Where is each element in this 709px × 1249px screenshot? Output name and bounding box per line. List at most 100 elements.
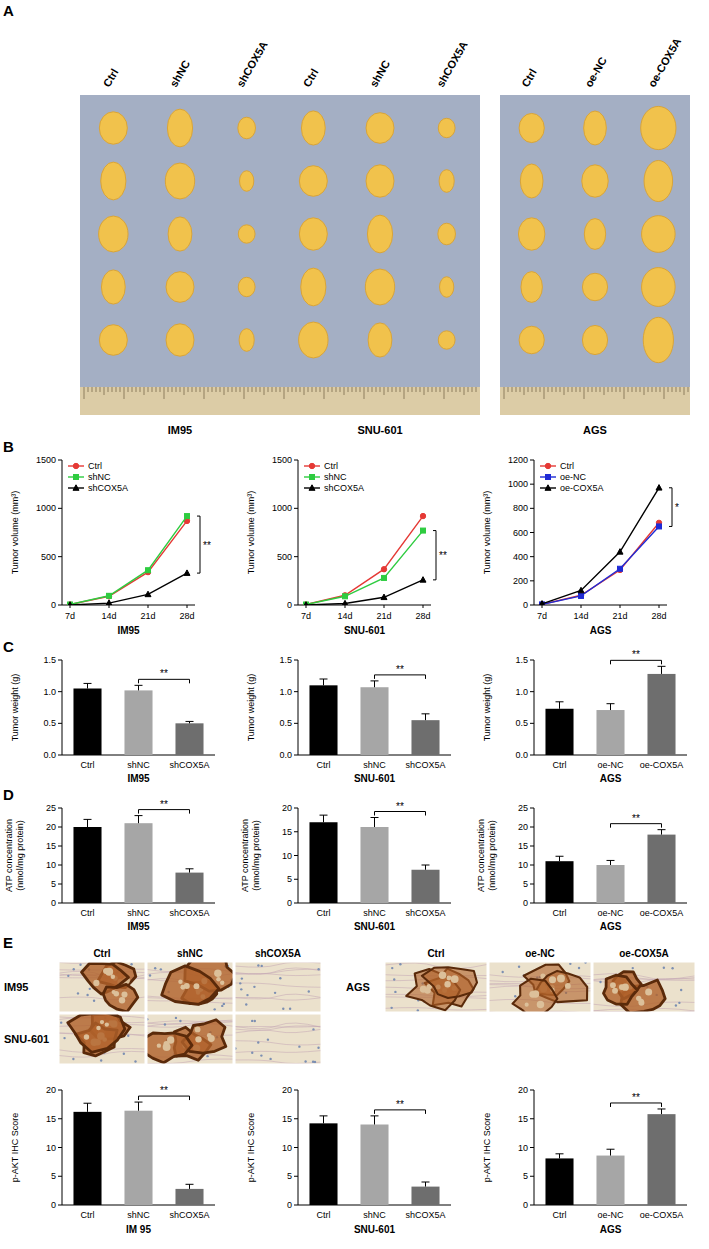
- y-tick: [294, 1090, 298, 1091]
- y-tick-label: 10: [46, 1143, 56, 1153]
- error-bar: [186, 721, 194, 723]
- ihc-border: [147, 1014, 233, 1064]
- x-axis-title: AGS: [590, 625, 612, 636]
- ruler-tick: [556, 387, 557, 392]
- x-tick: [659, 605, 660, 608]
- stain: [422, 967, 477, 998]
- y-axis: [298, 660, 299, 755]
- column-header: shNC: [167, 58, 192, 89]
- plot-area: [73, 683, 203, 755]
- column-header: oe-COX5A: [646, 36, 684, 89]
- x-tick-label: 28d: [651, 611, 666, 621]
- ruler-tick: [296, 387, 297, 392]
- y-tick: [530, 846, 534, 847]
- ruler-tick: [588, 387, 589, 392]
- y-tick-label: 1500: [36, 455, 56, 465]
- ruler-tick: [168, 387, 169, 392]
- x-tick-label: Ctrl: [553, 1210, 567, 1220]
- error-bar: [422, 714, 430, 720]
- ruler-tick: [156, 387, 157, 392]
- y-tick-label: 0.0: [279, 750, 292, 760]
- x-tick-label: shNC: [127, 760, 150, 770]
- ruler-tick: [276, 387, 277, 392]
- legend-label: oe-COX5A: [560, 483, 604, 493]
- significance: **: [439, 550, 447, 561]
- x-axis-title: SNU-601: [354, 921, 396, 932]
- nucleus: [312, 1028, 314, 1030]
- ruler-tick: [180, 387, 181, 392]
- nucleus: [267, 1038, 269, 1040]
- significance: **: [632, 813, 640, 824]
- ruler-tick: [584, 387, 585, 399]
- ruler-tick: [124, 387, 125, 399]
- stroma: [235, 1060, 321, 1064]
- ruler-tick: [636, 387, 637, 392]
- cell: [96, 1026, 100, 1030]
- point: [146, 568, 151, 573]
- tumor: [643, 317, 673, 362]
- x-tick-label: Ctrl: [317, 1210, 331, 1220]
- cell: [194, 983, 200, 989]
- ruler-tick: [212, 387, 213, 392]
- tumor: [299, 322, 328, 358]
- ruler-tick: [576, 387, 577, 392]
- x-tick-label: 7d: [65, 611, 75, 621]
- nucleus: [390, 1007, 392, 1009]
- error-bar: [607, 1149, 615, 1155]
- ruler-tick: [404, 387, 405, 399]
- y-tick-label: 20: [46, 1085, 56, 1095]
- tumor: [166, 272, 194, 303]
- ruler-tick: [256, 387, 257, 392]
- y-tick-label: 25: [518, 803, 528, 813]
- tumor: [438, 331, 455, 349]
- ruler-tick: [684, 387, 685, 395]
- line: [70, 516, 187, 604]
- ruler-tick: [416, 387, 417, 392]
- ruler-tick: [580, 387, 581, 392]
- ruler-tick: [612, 387, 613, 392]
- ruler-tick: [192, 387, 193, 392]
- ruler-tick: [504, 387, 505, 399]
- ruler-tick: [224, 387, 225, 395]
- plot-area: [309, 679, 439, 755]
- cell: [537, 1001, 544, 1008]
- stain: [68, 1014, 125, 1052]
- y-tick: [58, 605, 62, 606]
- cell-line: AGS: [583, 424, 607, 436]
- y-tick-label: 15: [518, 1114, 528, 1124]
- bar: [360, 827, 388, 903]
- ruler-tick: [508, 387, 509, 392]
- x-axis-title: SNU-601: [354, 1224, 396, 1235]
- nucleus: [206, 1055, 208, 1057]
- ruler-tick: [356, 387, 357, 392]
- y-tick-label: 0.0: [43, 750, 56, 760]
- x-tick: [109, 605, 110, 608]
- y-tick-label: 20: [46, 822, 56, 832]
- tumor: [644, 160, 673, 201]
- y-axis-title-line: p-AKT IHC Score: [246, 1113, 256, 1182]
- x-tick-label: 21d: [140, 611, 155, 621]
- tumor: [238, 225, 255, 243]
- ruler-tick: [132, 387, 133, 392]
- y-tick: [294, 855, 298, 856]
- y-tick: [530, 605, 534, 606]
- tumor: [167, 109, 192, 147]
- error-bar: [422, 1182, 430, 1187]
- nucleus: [501, 971, 503, 973]
- nucleus: [261, 965, 263, 967]
- bar: [411, 870, 439, 903]
- tumor: [165, 163, 194, 199]
- tumor: [240, 171, 254, 192]
- plot-area: [309, 815, 439, 903]
- y-axis-title-line: Tumor weight (g): [10, 674, 20, 742]
- significance-bracket: [139, 810, 190, 814]
- legend-label: Ctrl: [560, 461, 574, 471]
- ruler-tick: [332, 387, 333, 392]
- tumor: [642, 216, 676, 253]
- y-tick-label: 0.5: [279, 718, 292, 728]
- y-tick: [530, 755, 534, 756]
- tumor: [99, 216, 128, 252]
- y-axis: [62, 660, 63, 755]
- y-tick: [294, 660, 298, 661]
- ihc-ground: [385, 962, 487, 1012]
